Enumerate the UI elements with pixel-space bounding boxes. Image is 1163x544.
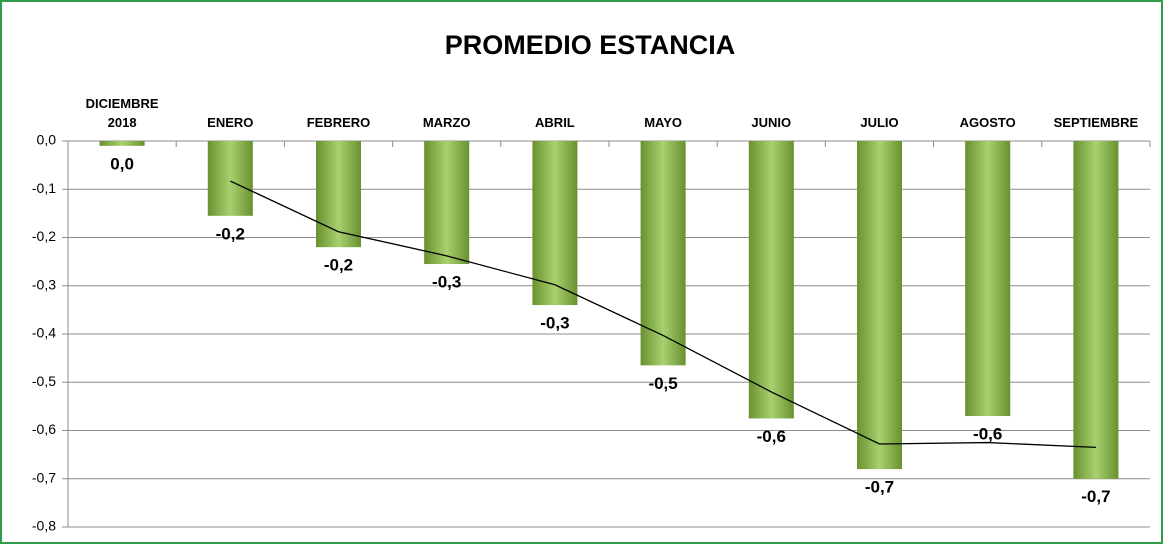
data-label: -0,6 [757,427,786,446]
data-label: -0,6 [973,425,1002,444]
y-tick-label: -0,8 [32,518,56,534]
bar-shade [748,141,794,419]
y-tick-label: -0,1 [32,180,56,196]
x-tick-label: SEPTIEMBRE [1053,115,1139,130]
bar-shade [207,141,253,216]
bar-shade [857,141,902,470]
bar-shade [1073,141,1119,479]
data-label: -0,2 [324,256,353,275]
y-tick-label: -0,7 [32,469,56,485]
bar-shade [640,141,686,366]
data-label: -0,7 [865,478,894,497]
data-label: -0,3 [540,314,569,333]
data-label: -0,7 [1081,487,1110,506]
y-tick-label: -0,6 [32,421,56,437]
chart-title: PROMEDIO ESTANCIA [445,30,736,60]
bar-shade [424,141,470,265]
data-label: -0,3 [432,273,461,292]
bar-shade [316,141,361,248]
y-tick-label: 0,0 [37,132,57,148]
x-tick-label: MAYO [644,115,682,130]
data-label: -0,5 [648,374,677,393]
bar-shade [965,141,1011,417]
y-tick-label: -0,3 [32,276,56,292]
y-tick-label: -0,2 [32,228,56,244]
y-tick-label: -0,4 [32,325,56,341]
data-label: 0,0 [110,154,134,173]
y-tick-label: -0,5 [32,373,56,389]
bar-shade [99,141,145,146]
bar-shade [532,141,578,306]
x-tick-label: DICIEMBRE 2018 [85,96,159,130]
data-label: -0,2 [216,224,245,243]
x-tick-label: ABRIL [535,115,575,130]
x-tick-label: JUNIO [751,115,792,130]
x-tick-label: ENERO [207,115,254,130]
x-tick-label: JULIO [860,115,899,130]
x-tick-label: FEBRERO [306,115,371,130]
trend-line [230,180,1096,449]
x-tick-label: MARZO [422,115,471,130]
x-tick-label: AGOSTO [959,115,1016,130]
